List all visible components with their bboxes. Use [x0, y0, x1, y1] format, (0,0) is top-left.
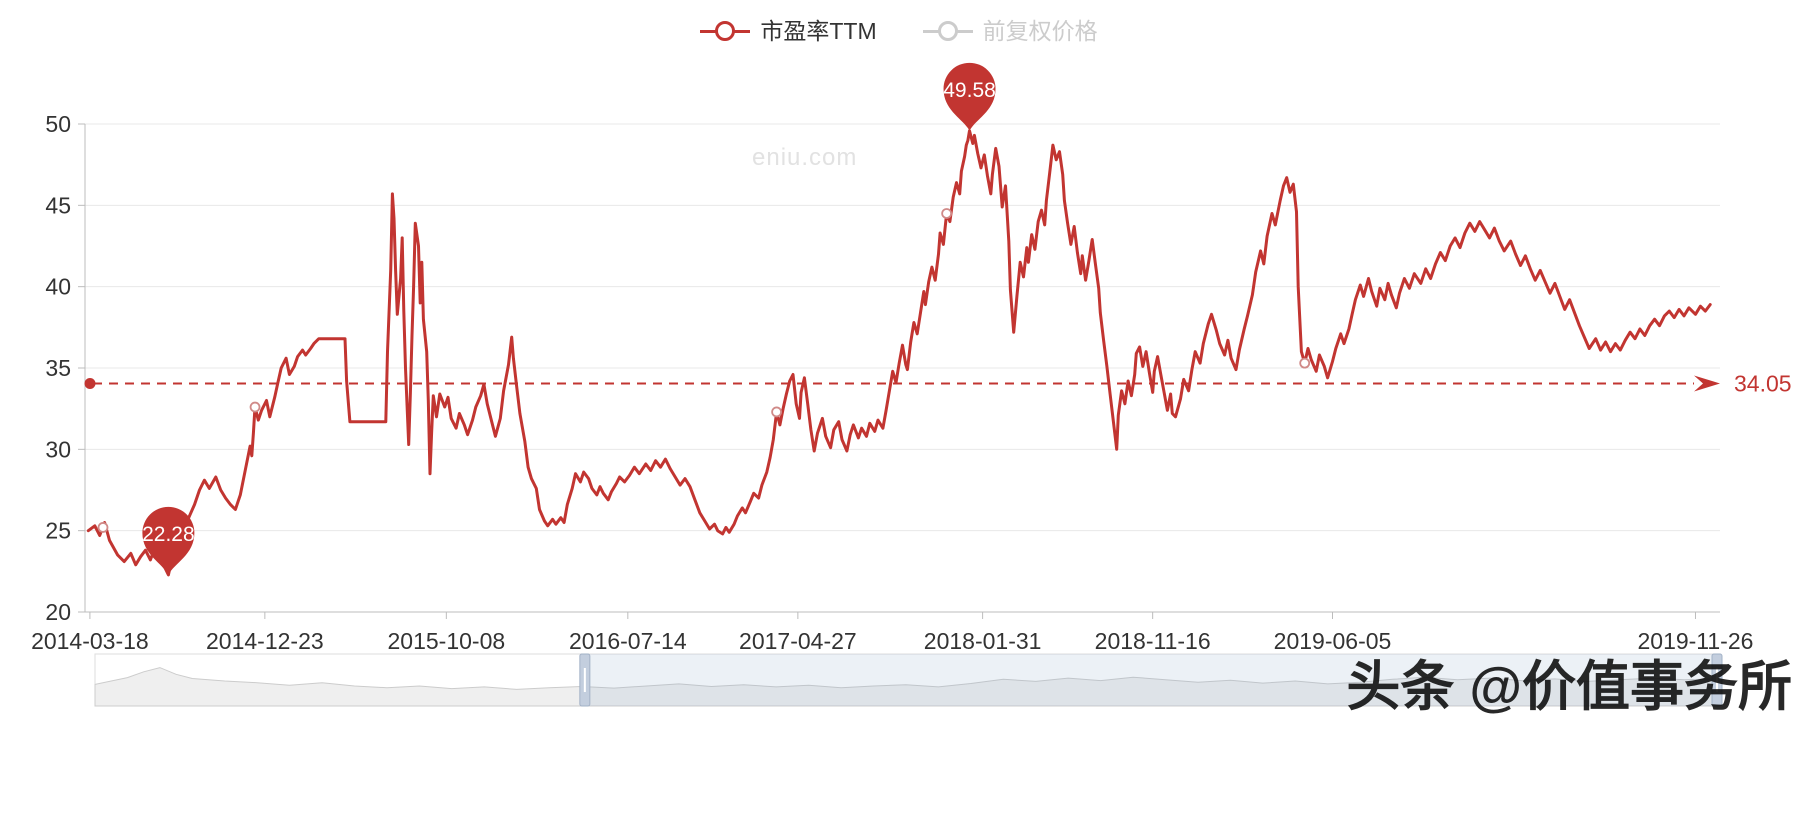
data-point-marker	[249, 401, 261, 413]
legend-circle-mark	[715, 21, 736, 41]
x-axis-label: 2019-06-05	[1274, 628, 1392, 654]
datazoom-minimap	[94, 667, 1718, 707]
data-point-marker	[941, 208, 953, 219]
min-marker-pin	[142, 506, 195, 575]
max-marker-pin	[943, 62, 996, 131]
x-axis-label: 2014-03-18	[31, 628, 149, 654]
y-axis-label: 45	[45, 192, 71, 218]
data-point-marker	[97, 522, 109, 533]
line-series-icon	[922, 20, 973, 42]
legend-label: 市盈率TTM	[760, 18, 877, 44]
x-axis-label: 2018-01-31	[924, 628, 1042, 654]
y-axis-label: 20	[45, 599, 71, 625]
y-axis-label: 40	[45, 274, 71, 300]
x-axis-label: 2014-12-23	[206, 628, 324, 654]
x-axis-label: 2017-04-27	[739, 628, 857, 654]
markline-arrow	[1694, 375, 1720, 392]
markline-value-label: 34.05	[1734, 370, 1792, 396]
x-axis-label: 2015-10-08	[388, 628, 506, 654]
data-point-marker	[771, 406, 783, 418]
x-axis-label: 2019-11-26	[1637, 628, 1753, 654]
markline-start-dot	[84, 377, 96, 389]
x-axis-label: 2018-11-16	[1095, 628, 1211, 654]
line-series-icon	[700, 20, 751, 42]
legend-item-pe-ttm[interactable]: 市盈率TTM	[700, 18, 877, 44]
y-axis-label: 30	[45, 436, 71, 462]
branding-watermark: 头条 @价值事务所	[1346, 657, 1792, 717]
legend-circle-mark	[937, 21, 958, 41]
legend-item-adjusted-price[interactable]: 前复权价格	[922, 18, 1098, 44]
y-axis-label: 35	[45, 355, 71, 381]
legend-label: 前复权价格	[982, 18, 1098, 44]
datazoom-selected-range[interactable]	[584, 654, 1717, 706]
legend: 市盈率TTM 前复权价格	[0, 18, 1798, 44]
min-marker-pin-label: 22.28	[142, 523, 195, 546]
watermark-eniu: eniu.com	[752, 144, 858, 171]
x-axis-label: 2016-07-14	[569, 628, 687, 654]
max-marker-pin-label: 49.58	[943, 79, 996, 102]
data-point-marker	[1299, 357, 1311, 369]
pe-ttm-line[interactable]	[86, 129, 1712, 577]
y-axis-label: 50	[45, 111, 71, 137]
y-axis-label: 25	[45, 518, 71, 544]
